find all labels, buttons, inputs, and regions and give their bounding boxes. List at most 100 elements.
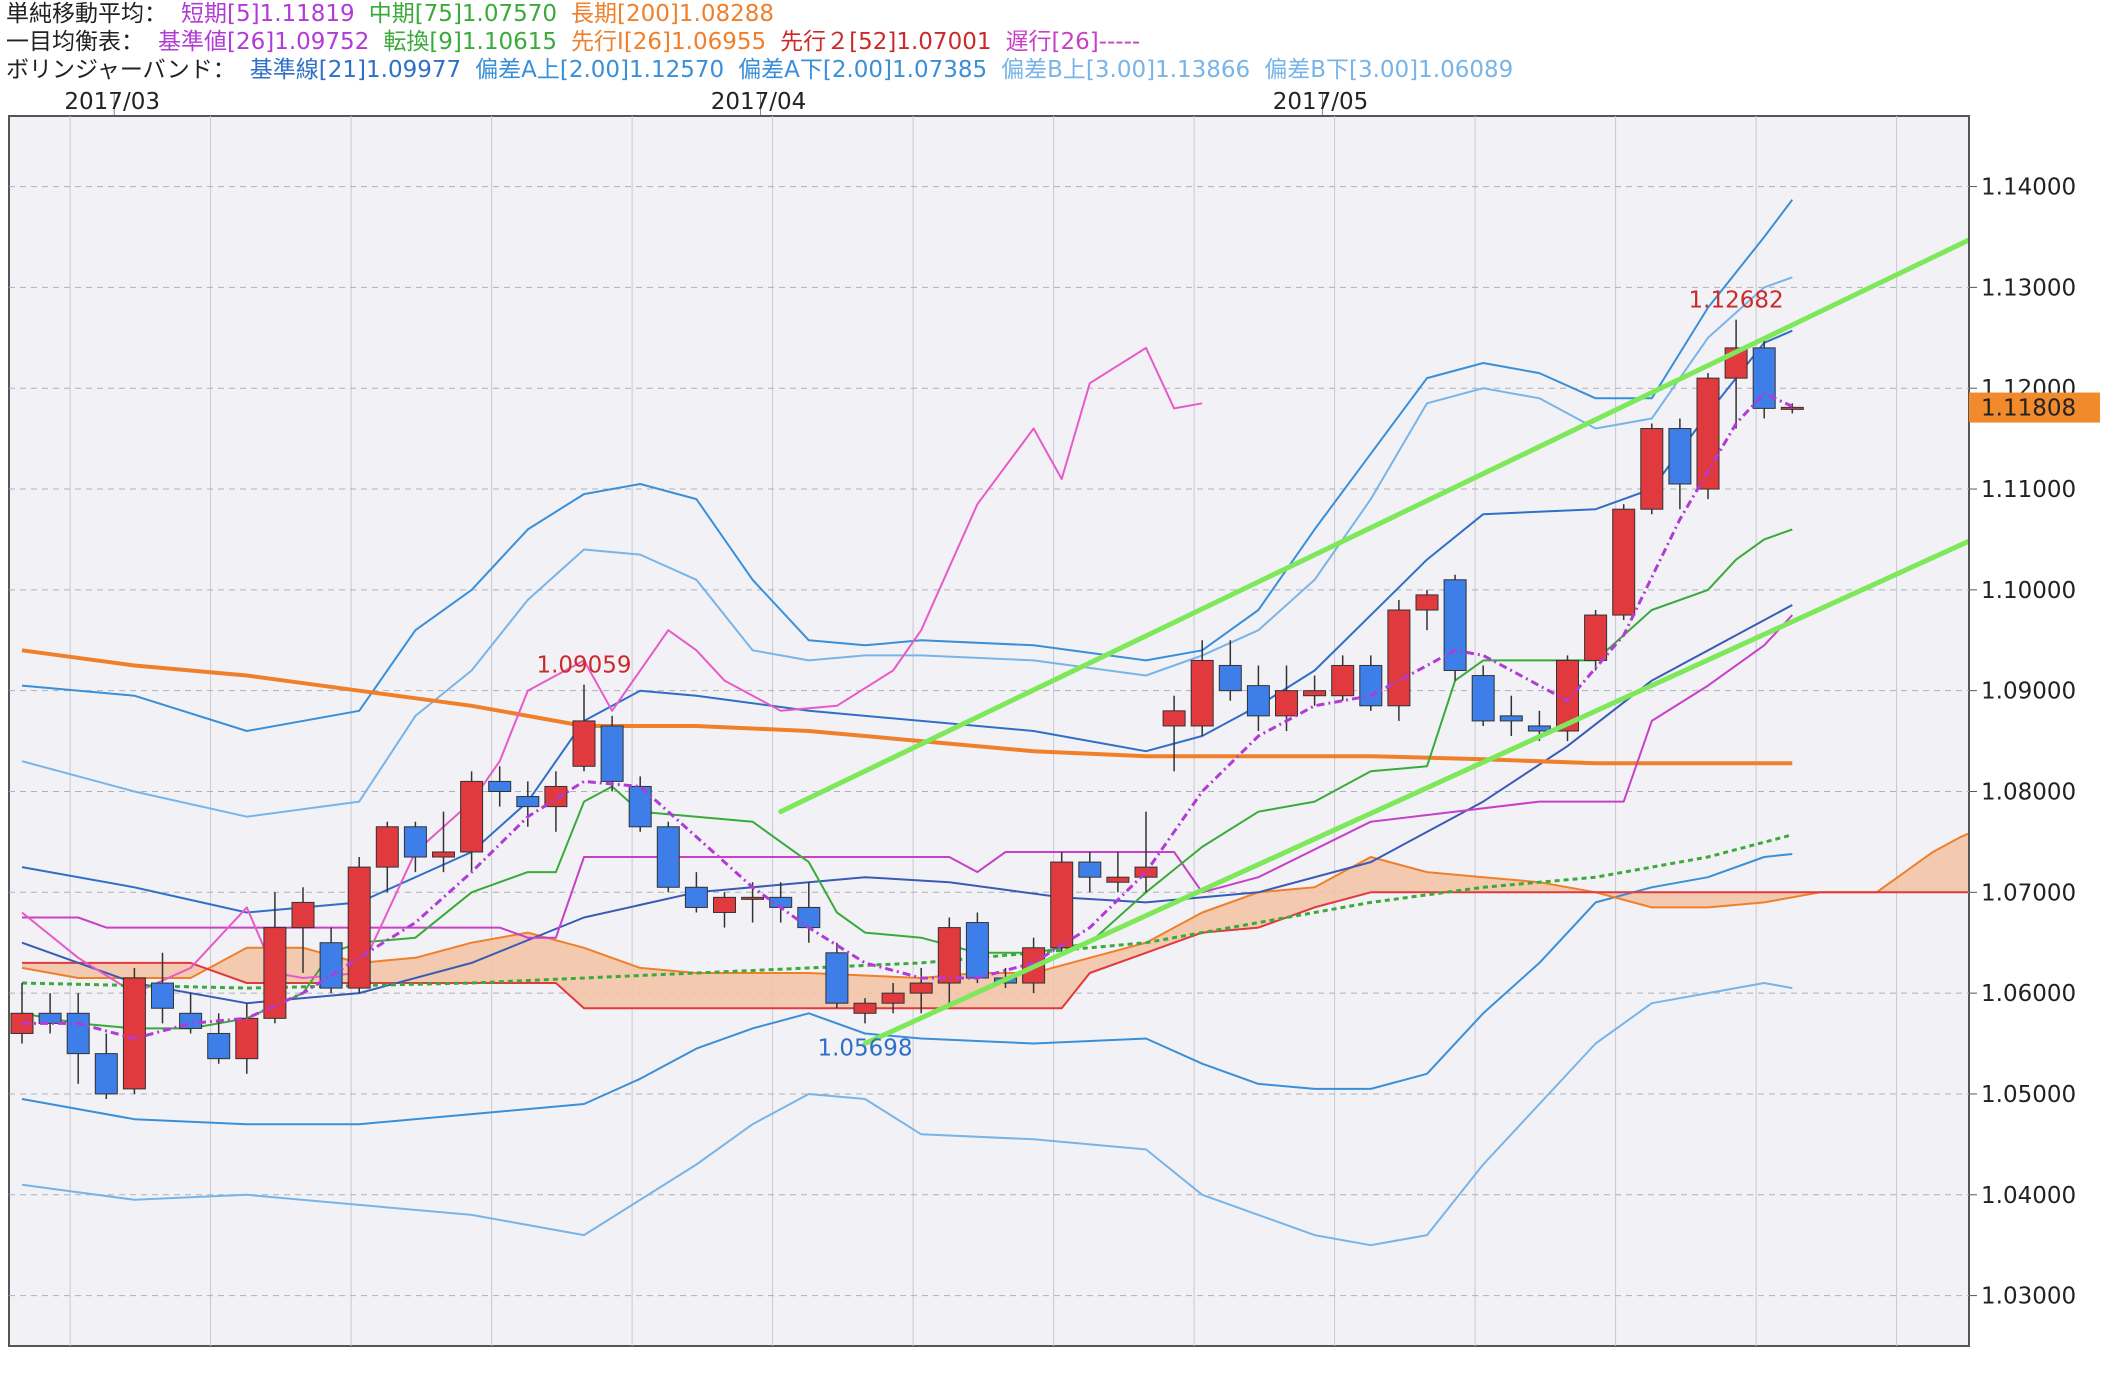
price-annotation: 1.05698 bbox=[817, 1035, 912, 1061]
candle-down bbox=[403, 826, 427, 858]
y-tick-label: 1.04000 bbox=[1981, 1183, 2076, 1209]
legend-sma-short: 短期[5]1.11819 bbox=[181, 1, 355, 27]
trendline bbox=[862, 538, 1968, 1047]
candle-up bbox=[909, 982, 933, 994]
price-annotation: 1.09059 bbox=[536, 653, 631, 679]
candle-down bbox=[600, 725, 624, 782]
candle-down bbox=[488, 780, 512, 792]
legend-ichimoku-kijun: 基準値[26]1.09752 bbox=[158, 29, 370, 55]
candle-up bbox=[1387, 609, 1411, 707]
legend-ichimoku-title: 一目均衡表： bbox=[6, 29, 144, 55]
legend-row-ichimoku: 一目均衡表： 基準値[26]1.09752 転換[9]1.10615 先行Ⅰ[26]1… bbox=[6, 28, 2096, 56]
candle-up bbox=[572, 720, 596, 767]
candle-up bbox=[937, 927, 961, 984]
y-tick-label: 1.05000 bbox=[1981, 1082, 2076, 1108]
legend-sma-mid: 中期[75]1.07570 bbox=[368, 1, 558, 27]
candle-up bbox=[1780, 406, 1804, 410]
y-tick-label: 1.08000 bbox=[1981, 779, 2076, 805]
candle-up bbox=[1556, 659, 1579, 732]
legend-bollinger-title: ボリンジャーバンド： bbox=[6, 57, 236, 83]
candle-up bbox=[1696, 377, 1720, 490]
legend-bollinger-lower-a: 偏差A下[2.00]1.07385 bbox=[738, 57, 988, 83]
bollinger-lower-b-line bbox=[21, 982, 1793, 1247]
candle-down bbox=[797, 906, 821, 929]
candle-down bbox=[94, 1053, 118, 1095]
vertical-gridlines bbox=[69, 116, 1898, 1346]
bollinger-upper-a-line bbox=[21, 199, 1794, 732]
y-tick-label: 1.03000 bbox=[1981, 1284, 2076, 1310]
candle-down bbox=[1527, 725, 1551, 732]
candle-up bbox=[263, 927, 287, 1019]
candle-up bbox=[432, 851, 455, 858]
legend-bollinger-lower-b: 偏差B下[3.00]1.06089 bbox=[1264, 57, 1514, 83]
candle-down bbox=[1668, 428, 1692, 485]
candle-up bbox=[375, 826, 399, 868]
candle-down bbox=[628, 785, 652, 828]
y-tick-label: 1.10000 bbox=[1981, 578, 2076, 604]
current-price-box bbox=[1969, 392, 2100, 423]
candle-up bbox=[713, 896, 736, 913]
candle-up bbox=[1612, 508, 1636, 616]
price-axis: 1.03000 1.04000 1.05000 1.06000 1.07000 1.080… bbox=[1969, 175, 2076, 1310]
candle-up bbox=[235, 1017, 259, 1060]
candle-up bbox=[544, 785, 568, 808]
y-tick-label: 1.06000 bbox=[1981, 981, 2076, 1007]
candle-up bbox=[853, 1002, 877, 1014]
candle-down bbox=[319, 942, 343, 989]
legend-ichimoku-chikou: 遅行[26]----- bbox=[1005, 29, 1141, 55]
legend-ichimoku-senkou1: 先行Ⅰ[26]1.06955 bbox=[571, 29, 767, 55]
candle-down bbox=[66, 1012, 90, 1055]
senkou1-line bbox=[21, 832, 1968, 979]
candle-down bbox=[965, 922, 989, 979]
candle-up bbox=[291, 901, 315, 929]
date-labels: 2017/03 2017/04 2017/05 bbox=[64, 89, 1368, 116]
candle-down bbox=[1499, 715, 1523, 722]
y-tick-label: 1.09000 bbox=[1981, 679, 2076, 705]
candle-down bbox=[207, 1032, 231, 1060]
candle-up bbox=[460, 780, 484, 853]
candle-down bbox=[825, 952, 849, 1004]
candle-up bbox=[741, 896, 765, 900]
candle-down bbox=[684, 886, 708, 908]
current-price-label: 1.11808 bbox=[1981, 396, 2076, 422]
candle-down bbox=[1078, 861, 1102, 878]
candle-up bbox=[1190, 659, 1214, 727]
candle-down bbox=[1471, 675, 1495, 722]
date-label: 2017/03 bbox=[64, 89, 160, 115]
candle-down bbox=[1218, 664, 1242, 692]
candle-up bbox=[1640, 428, 1664, 510]
legend-sma-long: 長期[200]1.08288 bbox=[571, 1, 774, 27]
legend-ichimoku-senkou2: 先行２[52]1.07001 bbox=[780, 29, 992, 55]
y-tick-label: 1.14000 bbox=[1981, 175, 2076, 201]
current-price-marker: 1.11808 bbox=[1969, 392, 2100, 423]
candle-down bbox=[151, 982, 174, 1009]
y-tick-label: 1.13000 bbox=[1981, 275, 2076, 301]
sma-long-line bbox=[21, 648, 1793, 766]
candle-up bbox=[1050, 861, 1074, 949]
candle-down bbox=[38, 1012, 62, 1024]
sma-short-line bbox=[22, 391, 1793, 1041]
trendlines bbox=[778, 237, 1968, 1047]
legend-sma-title: 単純移動平均： bbox=[6, 1, 167, 27]
candle-down bbox=[1443, 579, 1467, 672]
legend-bollinger-upper-a: 偏差A上[2.00]1.12570 bbox=[475, 57, 725, 83]
legend-ichimoku-tenkan: 転換[9]1.10615 bbox=[383, 29, 558, 55]
candle-down bbox=[516, 796, 540, 808]
legend-bollinger-mid: 基準線[21]1.09977 bbox=[249, 57, 462, 83]
y-tick-label: 1.11000 bbox=[1981, 477, 2076, 503]
plot-area bbox=[8, 115, 1970, 1347]
date-label: 2017/04 bbox=[711, 89, 807, 115]
candle-up bbox=[1275, 690, 1298, 717]
candle-up bbox=[1584, 614, 1608, 661]
candle-up bbox=[1162, 710, 1186, 727]
candle-up bbox=[1106, 876, 1130, 883]
candle-up bbox=[881, 992, 905, 1004]
chikou-line bbox=[21, 346, 1203, 995]
price-annotation: 1.12682 bbox=[1689, 288, 1784, 314]
candle-up bbox=[1303, 690, 1327, 697]
candle-down bbox=[656, 826, 680, 888]
dotted-ma-line bbox=[21, 833, 1793, 990]
legend-row-sma: 単純移動平均： 短期[5]1.11819 中期[75]1.07570 長期[200]1… bbox=[6, 0, 2096, 28]
bollinger-lower-a-line bbox=[21, 853, 1793, 1126]
